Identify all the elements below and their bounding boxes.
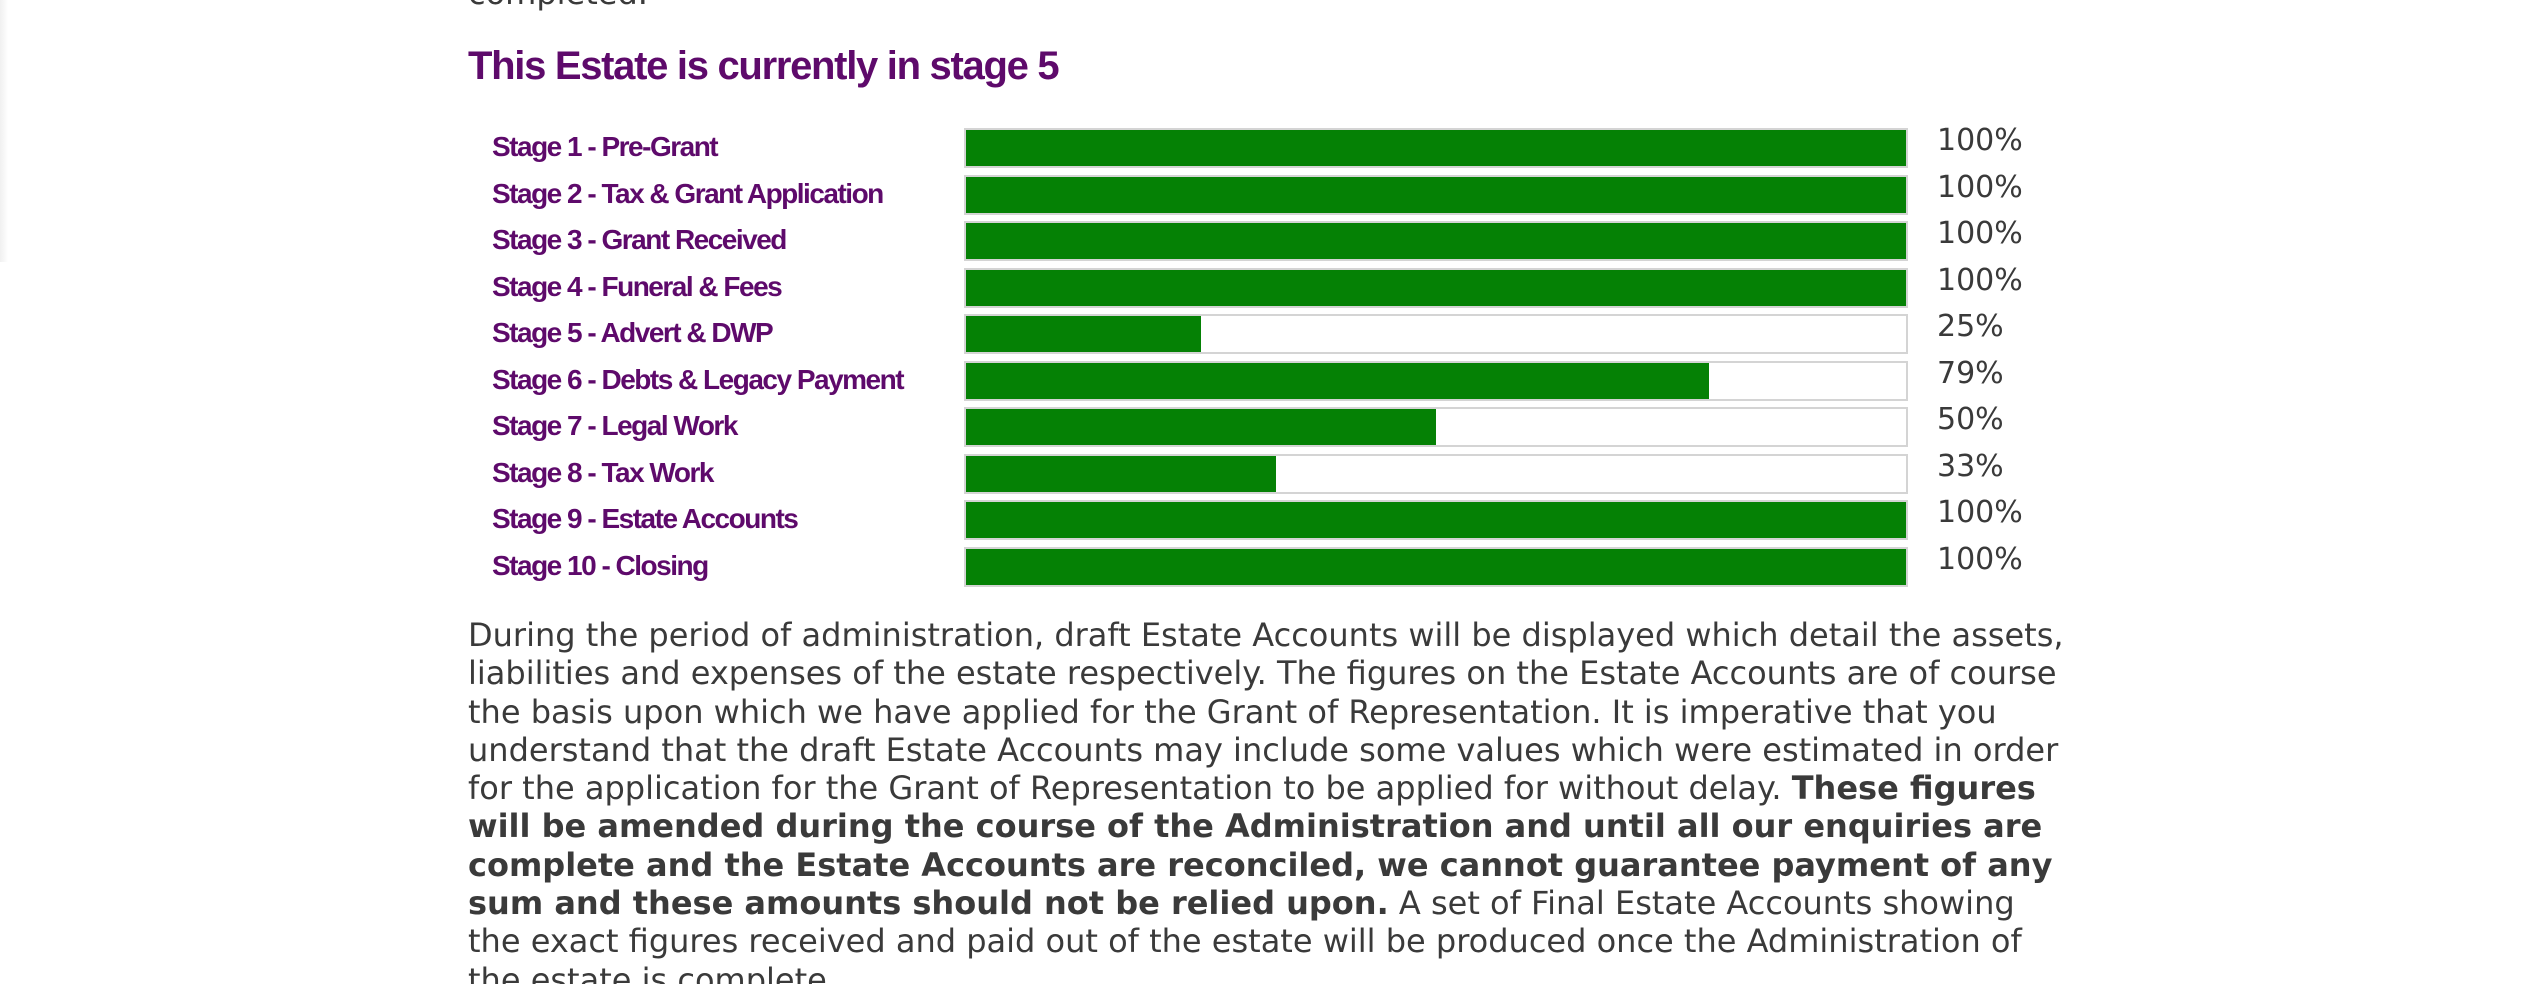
notice-text-intro: During the period of administration, dra… — [468, 616, 2064, 808]
stage-row: Stage 9 - Estate Accounts 100% — [468, 495, 2068, 543]
stage-row: Stage 5 - Advert & DWP 25% — [468, 309, 2068, 357]
stage-label: Stage 5 - Advert & DWP — [492, 317, 774, 348]
stage-row: Stage 7 - Legal Work 50% — [468, 402, 2068, 450]
stage-percent: 100% — [1937, 262, 2023, 298]
stage-label: Stage 1 - Pre-Grant — [492, 131, 719, 162]
stage-row: Stage 8 - Tax Work 33% — [468, 449, 2068, 497]
stage-label: Stage 6 - Debts & Legacy Payment — [492, 363, 905, 395]
stage-progress-list: Stage 1 - Pre-Grant 100% Stage 2 - Tax & G… — [468, 123, 2068, 590]
stage-progress-fill — [966, 455, 1277, 492]
stage-label: Stage 8 - Tax Work — [492, 456, 714, 488]
stage-progress-fill — [966, 502, 1906, 538]
stage-progress-fill — [966, 548, 1906, 585]
stage-percent: 100% — [1937, 216, 2023, 251]
stage-percent: 25% — [1937, 309, 2004, 344]
stage-percent: 100% — [1937, 169, 2023, 205]
stage-row: Stage 3 - Grant Received 100% — [468, 216, 2068, 264]
notice-text-final: A set of Final Estate Accounts showing t… — [468, 884, 2022, 984]
stage-progress-fill — [966, 223, 1906, 259]
stage-progress-bar — [964, 407, 1908, 447]
notice-warning-bold: These figures will be amended during the… — [468, 769, 2053, 923]
stage-progress-bar — [964, 128, 1908, 168]
stage-percent: 50% — [1937, 402, 2004, 437]
stage-progress-fill — [966, 362, 1709, 399]
stage-percent: 100% — [1937, 495, 2023, 530]
stage-percent: 100% — [1937, 541, 2023, 577]
current-stage-heading: This Estate is currently in stage 5 — [468, 44, 1060, 88]
stage-row: Stage 4 - Funeral & Fees 100% — [468, 263, 2068, 311]
stage-label: Stage 10 - Closing — [492, 549, 709, 581]
stage-progress-bar — [964, 314, 1908, 354]
stage-progress-bar — [964, 221, 1908, 261]
stage-label: Stage 2 - Tax & Grant Application — [492, 177, 884, 209]
stage-progress-fill — [966, 269, 1906, 306]
stage-progress-bar — [964, 267, 1908, 308]
stage-row: Stage 10 - Closing 100% — [468, 542, 2068, 590]
stage-progress-bar — [964, 360, 1908, 401]
stage-label: Stage 9 - Estate Accounts — [492, 503, 799, 534]
stage-progress-bar — [964, 174, 1908, 215]
stage-row: Stage 6 - Debts & Legacy Payment 79% — [468, 356, 2068, 404]
intro-text-fragment: completed. — [468, 0, 648, 12]
estate-accounts-notice: During the period of administration, dra… — [468, 616, 2068, 984]
side-panel-edge — [0, 0, 8, 262]
stage-progress-fill — [966, 176, 1906, 213]
stage-percent: 79% — [1937, 355, 2004, 391]
stage-row: Stage 1 - Pre-Grant 100% — [468, 123, 2068, 171]
stage-label: Stage 4 - Funeral & Fees — [492, 270, 783, 302]
stage-percent: 33% — [1937, 448, 2004, 484]
stage-progress-fill — [966, 316, 1201, 352]
stage-label: Stage 7 - Legal Work — [492, 410, 738, 441]
stage-label: Stage 3 - Grant Received — [492, 224, 787, 255]
stage-progress-bar — [964, 453, 1908, 494]
stage-progress-fill — [966, 130, 1906, 166]
stage-progress-bar — [964, 500, 1908, 540]
stage-progress-bar — [964, 546, 1908, 587]
stage-row: Stage 2 - Tax & Grant Application 100% — [468, 170, 2068, 218]
stage-progress-fill — [966, 409, 1436, 445]
stage-percent: 100% — [1937, 123, 2023, 158]
